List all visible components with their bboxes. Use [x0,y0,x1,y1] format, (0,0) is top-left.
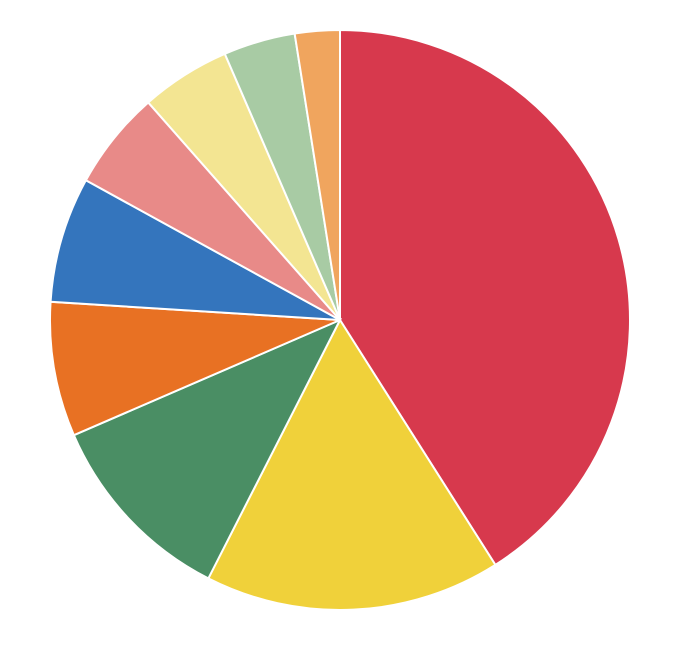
pie-chart-container [0,0,680,646]
pie-chart [0,0,680,646]
